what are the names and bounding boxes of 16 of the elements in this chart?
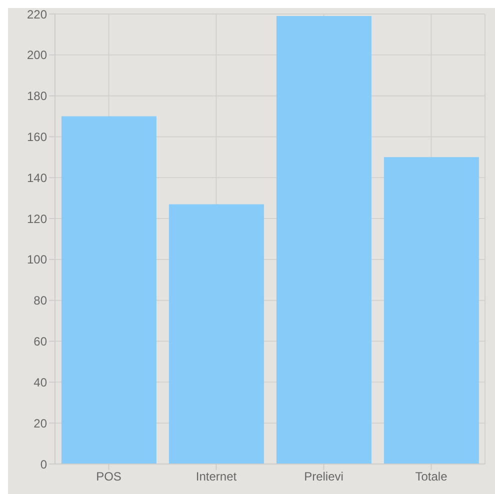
x-tick-label: POS: [96, 470, 122, 484]
y-tick-label: 80: [34, 294, 48, 308]
y-tick-label: 60: [34, 334, 48, 349]
x-tick-label: Totale: [415, 470, 448, 484]
y-tick-label: 160: [26, 130, 48, 144]
y-tick-label: 0: [40, 457, 48, 472]
x-tick-label: Prelievi: [304, 470, 344, 484]
y-tick-label: 220: [26, 7, 48, 22]
y-tick-label: 20: [34, 416, 48, 430]
y-tick-label: 200: [26, 48, 48, 62]
y-tick-label: 140: [26, 170, 48, 185]
y-tick-label: 120: [26, 212, 48, 226]
y-tick-label: 180: [26, 89, 48, 104]
y-tick-label: 40: [34, 375, 48, 390]
x-tick-label: Internet: [196, 470, 238, 484]
y-tick-label: 100: [26, 252, 48, 267]
